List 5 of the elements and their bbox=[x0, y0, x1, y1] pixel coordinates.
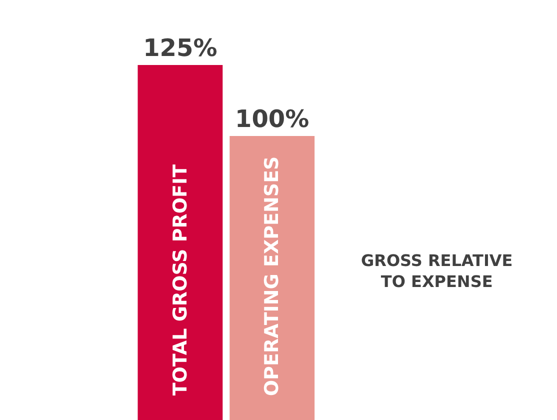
data-label: 100% bbox=[235, 104, 310, 133]
x-tick-label: TOTAL GROSS PROFIT bbox=[170, 164, 192, 396]
text: GROSS RELATIVE TO EXPENSE bbox=[361, 251, 513, 291]
x-tick-label: OPERATING EXPENSES bbox=[261, 156, 284, 396]
data-label: 125% bbox=[143, 34, 218, 62]
